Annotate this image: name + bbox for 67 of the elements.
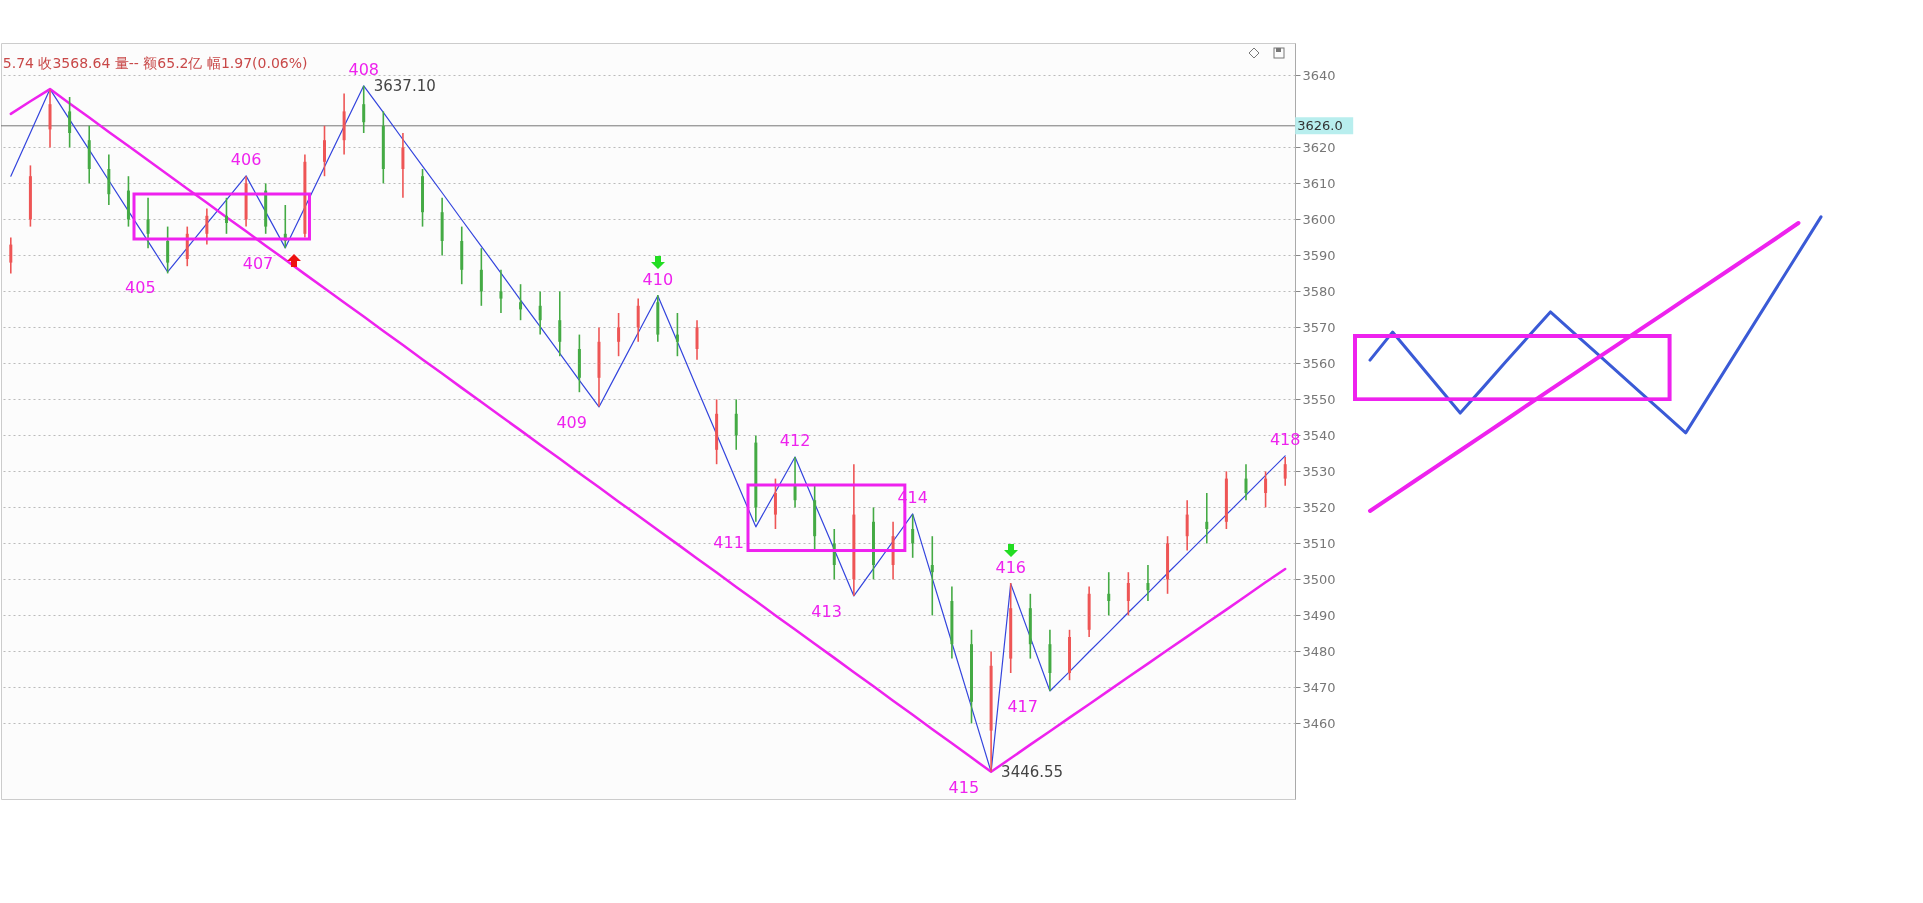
text: 5.74 收3568.64 量-- 额65.2亿 幅1.97(0.06%)	[2, 55, 308, 71]
annotation: 416	[995, 557, 1026, 577]
annotation: 409	[556, 412, 587, 432]
y-tick-label: 3490	[1302, 607, 1336, 623]
candlestick	[68, 96, 72, 149]
data-label: 3446.55	[1001, 762, 1064, 781]
annotation: 418	[1269, 429, 1301, 449]
candlestick	[166, 225, 170, 275]
candlestick	[617, 312, 621, 357]
candlestick	[636, 297, 640, 343]
candlestick	[793, 456, 797, 509]
candlestick	[970, 629, 973, 725]
candlestick	[911, 513, 915, 559]
candlestick	[205, 207, 209, 246]
annotation: 415	[948, 777, 980, 797]
candlestick	[773, 477, 777, 530]
candlestick	[224, 197, 228, 235]
y-tick-label: 3470	[1302, 679, 1336, 695]
candlestick	[930, 535, 934, 617]
annotation: 417	[1007, 697, 1038, 716]
y-tick-label: 3500	[1302, 571, 1336, 587]
candlestick	[1205, 492, 1209, 545]
y-tick-label: 3590	[1302, 247, 1336, 263]
y-tick-label: 3640	[1302, 67, 1336, 83]
candlestick	[1107, 571, 1111, 617]
candlestick	[675, 312, 679, 357]
annotation: 408	[348, 59, 379, 79]
y-tick-label: 3530	[1302, 463, 1336, 479]
candlestick	[1264, 470, 1268, 509]
candlestick	[1146, 564, 1150, 602]
candlestick	[695, 319, 699, 361]
y-tick-label: 3620	[1302, 139, 1336, 155]
data-label: 3637.10	[373, 76, 436, 95]
y-tick-label: 3550	[1302, 391, 1336, 407]
y-tick-label: 3560	[1302, 355, 1336, 371]
annotation: 405	[125, 277, 156, 297]
ref-line-label: 3626.0	[1297, 117, 1343, 133]
candlestick	[1244, 463, 1248, 501]
annotation: 411	[713, 532, 744, 552]
candlestick	[558, 290, 562, 357]
candlestick	[538, 290, 542, 336]
annotation: 406	[230, 149, 262, 169]
y-tick-label: 3600	[1302, 211, 1336, 227]
y-tick-label: 3460	[1302, 715, 1336, 731]
candlestick	[323, 125, 326, 177]
annotation: 407	[242, 253, 274, 273]
candlestick	[401, 132, 405, 199]
candlestick	[499, 269, 503, 314]
y-tick-label: 3510	[1302, 535, 1336, 551]
candlestick	[479, 247, 483, 307]
candlestick	[362, 85, 366, 134]
candlestick	[146, 197, 150, 249]
y-tick-label: 3480	[1302, 643, 1336, 659]
y-tick-label: 3610	[1302, 175, 1336, 191]
y-tick-label: 3570	[1302, 319, 1336, 335]
candlestick	[1126, 571, 1130, 617]
candlestick	[1185, 499, 1189, 552]
annotation: 413	[811, 601, 842, 621]
y-tick-label: 3580	[1302, 283, 1336, 299]
candlestick	[519, 283, 523, 321]
annotation: 410	[642, 269, 674, 289]
candlestick	[9, 236, 13, 275]
annotation: 412	[779, 431, 811, 450]
candlestick	[1283, 456, 1287, 487]
candlestick	[734, 398, 738, 451]
y-tick-label: 3540	[1302, 427, 1336, 443]
y-tick-label: 3520	[1302, 499, 1336, 515]
